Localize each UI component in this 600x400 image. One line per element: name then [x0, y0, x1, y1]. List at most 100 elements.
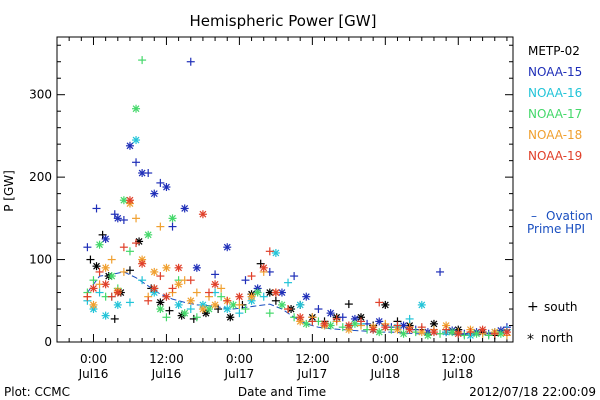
point-south [393, 321, 402, 330]
point-south [110, 314, 119, 323]
point-south [162, 313, 171, 322]
plot-area: 01002003000:00Jul1612:00Jul160:00Jul1712… [29, 36, 514, 381]
y-tick-label: 100 [29, 253, 52, 267]
y-tick-label: 200 [29, 170, 52, 184]
point-south [405, 314, 414, 323]
point-north [198, 210, 207, 219]
point-south [460, 331, 469, 340]
point-north [156, 305, 165, 314]
point-north [429, 328, 438, 337]
point-south [125, 266, 134, 275]
point-north [296, 300, 305, 309]
point-north [101, 280, 110, 289]
point-south [338, 323, 347, 332]
point-south [107, 255, 116, 264]
point-north [259, 263, 268, 272]
point-south [417, 323, 426, 332]
x-tick-label: 12:00 [441, 352, 476, 366]
legend-entry-noaa-16: NOAA-16 [528, 86, 582, 100]
point-south [259, 292, 268, 301]
y-tick-label: 300 [29, 88, 52, 102]
footer-timestamp: 2012/07/18 22:00:09 [469, 385, 596, 399]
point-north [350, 319, 359, 328]
point-north [174, 280, 183, 289]
point-north [417, 328, 426, 337]
point-south [83, 243, 92, 252]
point-south [186, 57, 195, 66]
south-marker-label: south [544, 300, 578, 314]
point-south [284, 278, 293, 287]
point-south [119, 216, 128, 224]
point-south [205, 288, 213, 297]
x-tick-label: 0:00 [80, 352, 107, 366]
point-north [89, 300, 98, 309]
point-north [150, 189, 159, 198]
point-north [223, 243, 232, 252]
point-south [95, 288, 104, 297]
point-south [119, 243, 128, 252]
point-north [101, 311, 110, 320]
point-north [150, 267, 159, 276]
point-south [110, 210, 119, 219]
point-south [332, 314, 341, 323]
point-north [162, 263, 171, 272]
point-south [132, 214, 141, 223]
point-south [247, 272, 256, 281]
point-south [132, 158, 141, 167]
south-marker-symbol: + [527, 299, 539, 315]
point-south [214, 305, 223, 314]
point-north [271, 248, 280, 257]
point-north [405, 325, 414, 334]
point-south [484, 331, 493, 340]
point-north [417, 300, 426, 309]
point-south [466, 328, 475, 337]
point-north [326, 321, 335, 330]
point-south [256, 259, 265, 268]
point-north [454, 329, 463, 338]
point-south [241, 305, 250, 314]
point-north [201, 309, 210, 318]
point-north [107, 272, 116, 281]
point-south [186, 276, 195, 285]
point-north [89, 284, 98, 293]
point-south [89, 276, 98, 285]
point-north [399, 329, 408, 338]
point-north [186, 296, 195, 305]
point-north [302, 292, 311, 301]
north-marker-label: north [541, 331, 573, 345]
point-north [138, 259, 147, 268]
point-south [290, 272, 299, 281]
point-south [308, 317, 317, 326]
point-north [253, 288, 262, 297]
point-north [478, 325, 487, 334]
series-noaa-15 [83, 57, 511, 338]
point-south [186, 305, 195, 314]
x-tick-date-label: Jul18 [369, 367, 400, 381]
point-north [375, 328, 384, 337]
point-south [217, 284, 226, 293]
x-tick-label: 0:00 [372, 352, 399, 366]
north-marker-symbol: * [527, 332, 534, 348]
legend-entry-metp-02: METP-02 [528, 44, 580, 58]
point-south [98, 230, 107, 239]
point-north [125, 196, 134, 205]
point-north [423, 331, 432, 340]
point-north [132, 104, 141, 113]
point-south [442, 325, 451, 334]
legend-entry-noaa-17: NOAA-17 [528, 107, 582, 121]
point-south [235, 300, 244, 309]
x-tick-date-label: Jul17 [296, 367, 327, 381]
point-north [496, 329, 505, 338]
point-north [162, 183, 171, 192]
point-south [83, 292, 92, 301]
point-south [338, 313, 347, 322]
footer-plot-source: Plot: CCMC [4, 385, 70, 399]
point-south [138, 56, 147, 65]
x-tick-date-label: Jul16 [151, 367, 182, 381]
legend-entry-noaa-18: NOAA-18 [528, 128, 582, 142]
point-south [265, 247, 274, 256]
point-south [265, 309, 274, 318]
point-north [247, 292, 256, 301]
point-south [192, 313, 201, 322]
